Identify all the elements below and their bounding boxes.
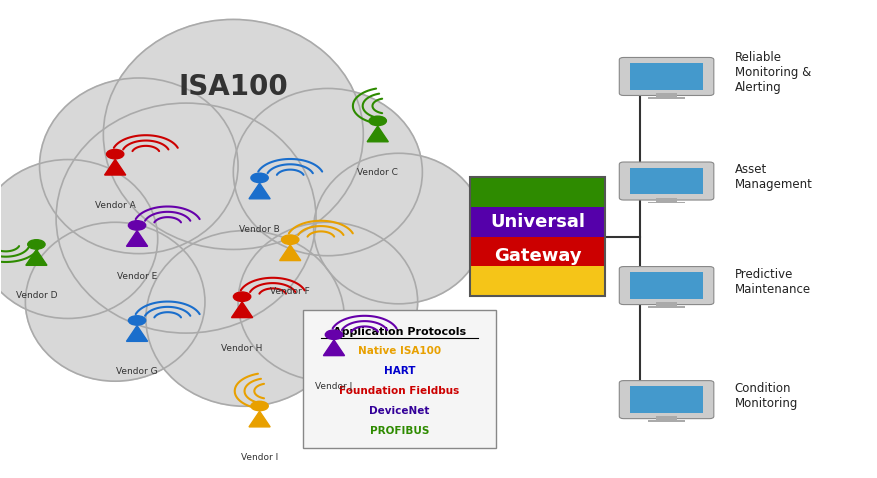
- FancyBboxPatch shape: [655, 198, 676, 202]
- Polygon shape: [25, 250, 47, 265]
- Polygon shape: [126, 231, 147, 246]
- FancyBboxPatch shape: [618, 162, 713, 200]
- FancyBboxPatch shape: [469, 237, 604, 266]
- Ellipse shape: [25, 222, 204, 381]
- FancyBboxPatch shape: [469, 266, 604, 296]
- Text: DeviceNet: DeviceNet: [369, 405, 430, 415]
- Circle shape: [233, 292, 251, 302]
- Text: Asset
Management: Asset Management: [734, 163, 812, 191]
- FancyBboxPatch shape: [655, 302, 676, 306]
- Ellipse shape: [238, 222, 417, 381]
- FancyBboxPatch shape: [618, 57, 713, 96]
- FancyBboxPatch shape: [629, 168, 702, 195]
- Circle shape: [251, 402, 268, 411]
- Text: Universal: Universal: [489, 213, 584, 231]
- FancyBboxPatch shape: [618, 380, 713, 419]
- Ellipse shape: [103, 20, 363, 250]
- Text: Vendor J: Vendor J: [315, 381, 353, 391]
- FancyBboxPatch shape: [647, 306, 684, 308]
- Ellipse shape: [56, 103, 316, 333]
- FancyBboxPatch shape: [647, 420, 684, 422]
- Text: Vendor H: Vendor H: [221, 344, 262, 353]
- FancyBboxPatch shape: [618, 267, 713, 304]
- Text: Gateway: Gateway: [493, 247, 581, 265]
- Ellipse shape: [146, 231, 344, 406]
- FancyBboxPatch shape: [647, 97, 684, 99]
- FancyBboxPatch shape: [303, 310, 496, 448]
- Text: Vendor C: Vendor C: [357, 168, 397, 177]
- Circle shape: [128, 221, 146, 230]
- FancyBboxPatch shape: [629, 386, 702, 413]
- FancyBboxPatch shape: [629, 272, 702, 299]
- FancyBboxPatch shape: [655, 416, 676, 420]
- Ellipse shape: [313, 153, 483, 304]
- FancyBboxPatch shape: [647, 202, 684, 203]
- Circle shape: [128, 316, 146, 325]
- Polygon shape: [249, 183, 270, 199]
- Polygon shape: [104, 159, 125, 175]
- Polygon shape: [279, 245, 301, 261]
- Polygon shape: [232, 302, 253, 317]
- Text: ISA100: ISA100: [178, 73, 288, 101]
- FancyBboxPatch shape: [629, 63, 702, 90]
- Ellipse shape: [39, 78, 238, 254]
- Text: Vendor G: Vendor G: [116, 367, 158, 376]
- Text: Vendor A: Vendor A: [95, 201, 135, 210]
- Text: Predictive
Maintenance: Predictive Maintenance: [734, 268, 810, 296]
- Text: Vendor F: Vendor F: [270, 286, 310, 295]
- Text: Application Protocols: Application Protocols: [332, 326, 466, 337]
- Text: Native ISA100: Native ISA100: [358, 346, 440, 356]
- Polygon shape: [367, 126, 388, 142]
- Text: Vendor E: Vendor E: [117, 272, 157, 281]
- Ellipse shape: [233, 88, 422, 256]
- Text: Reliable
Monitoring &
Alerting: Reliable Monitoring & Alerting: [734, 51, 810, 94]
- Polygon shape: [323, 340, 344, 356]
- Text: Foundation Fieldbus: Foundation Fieldbus: [339, 386, 460, 396]
- Circle shape: [28, 239, 45, 249]
- Polygon shape: [126, 326, 147, 341]
- Ellipse shape: [0, 160, 158, 318]
- Circle shape: [325, 330, 342, 339]
- Circle shape: [251, 173, 268, 183]
- Text: PROFIBUS: PROFIBUS: [369, 425, 429, 435]
- Circle shape: [368, 116, 386, 126]
- Text: Vendor B: Vendor B: [239, 225, 280, 234]
- Polygon shape: [249, 411, 270, 427]
- Circle shape: [106, 150, 124, 159]
- Text: Vendor D: Vendor D: [16, 291, 57, 300]
- FancyBboxPatch shape: [469, 207, 604, 237]
- Circle shape: [282, 235, 298, 244]
- Text: HART: HART: [383, 366, 415, 376]
- Text: Vendor I: Vendor I: [240, 453, 278, 462]
- FancyBboxPatch shape: [655, 93, 676, 97]
- FancyBboxPatch shape: [469, 177, 604, 207]
- Text: Condition
Monitoring: Condition Monitoring: [734, 382, 797, 410]
